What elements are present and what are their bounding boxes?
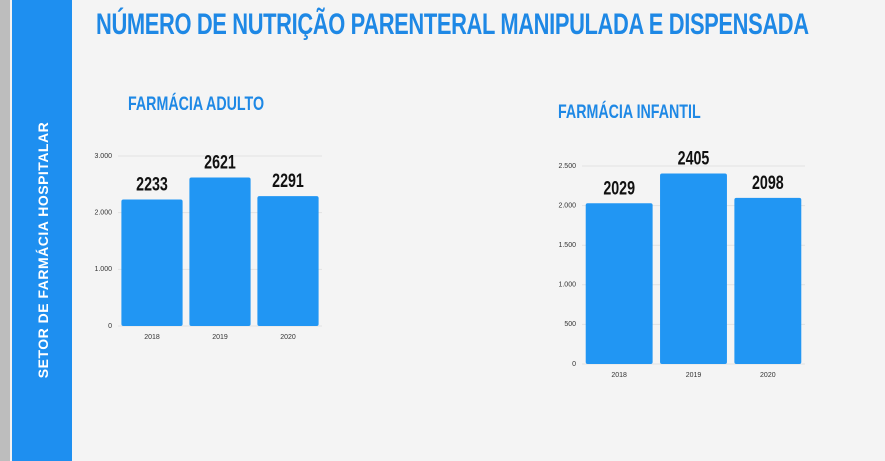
bar (585, 203, 653, 364)
value-label: 2233 (136, 174, 168, 195)
bar (734, 197, 802, 364)
x-tick-label: 2018 (144, 334, 160, 341)
chart-title: FARMÁCIA ADULTO (128, 93, 264, 114)
x-tick-label: 2018 (611, 372, 627, 379)
y-tick-label: 0 (108, 323, 112, 330)
y-tick-label: 2.500 (558, 163, 576, 170)
value-label: 2405 (678, 148, 710, 169)
sidebar: SETOR DE FARMÁCIA HOSPITALAR (12, 0, 72, 461)
y-tick-label: 2.000 (94, 210, 112, 217)
value-label: 2029 (603, 177, 635, 198)
value-label: 2098 (752, 172, 784, 193)
bar (257, 196, 319, 326)
y-tick-label: 1.000 (94, 266, 112, 273)
chart-title: FARMÁCIA INFANTIL (558, 101, 701, 122)
bar (121, 199, 183, 326)
value-label: 2621 (204, 152, 236, 173)
x-tick-label: 2019 (686, 372, 702, 379)
bar (660, 173, 727, 364)
y-tick-label: 500 (564, 321, 576, 328)
x-tick-label: 2019 (212, 334, 228, 341)
bar (189, 177, 251, 326)
y-tick-label: 1.000 (558, 282, 576, 289)
y-tick-label: 0 (572, 361, 576, 368)
y-tick-label: 3.000 (94, 153, 112, 160)
page-title: NÚMERO DE NUTRIÇÃO PARENTERAL MANIPULADA… (96, 8, 809, 41)
x-tick-label: 2020 (280, 334, 296, 341)
y-tick-label: 1.500 (558, 242, 576, 249)
x-tick-label: 2020 (760, 372, 776, 379)
y-tick-label: 2.000 (558, 202, 576, 209)
value-label: 2291 (272, 170, 304, 191)
